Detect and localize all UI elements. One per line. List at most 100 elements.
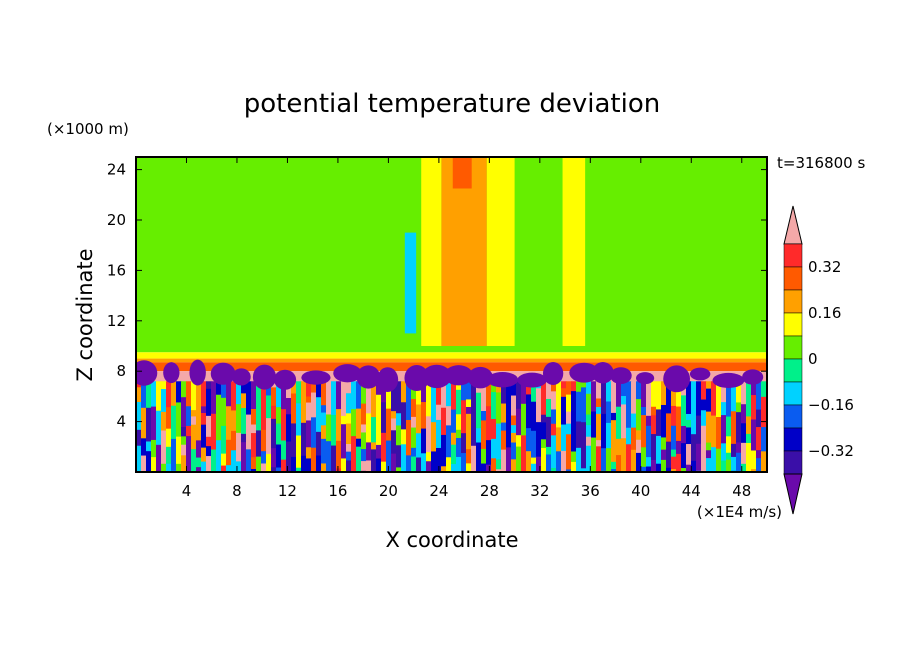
turbulence-cell bbox=[286, 381, 292, 399]
turbulence-cell bbox=[736, 452, 742, 472]
turbulence-cell bbox=[571, 451, 577, 463]
turbulence-cell bbox=[456, 414, 462, 431]
turbulence-cell bbox=[581, 381, 587, 388]
x-tick-label: 16 bbox=[328, 482, 347, 500]
turbulence-cell bbox=[366, 413, 372, 443]
turbulence-cell bbox=[381, 432, 387, 463]
turbulence-cell bbox=[251, 381, 257, 410]
turbulence-cell bbox=[586, 387, 592, 395]
turbulence-cell bbox=[671, 468, 677, 472]
colorbar-segment bbox=[783, 404, 803, 429]
turbulence-cell bbox=[421, 453, 427, 472]
turbulence-cell bbox=[606, 422, 612, 449]
x-axis: 4 8 12 16 20 24 28 32 36 40 44 48 bbox=[182, 157, 751, 500]
turbulence-cell bbox=[216, 427, 222, 441]
turbulence-cell bbox=[736, 442, 742, 454]
turbulence-cell bbox=[731, 411, 737, 445]
turbulence-cell bbox=[471, 406, 477, 413]
turbulence-cell bbox=[336, 440, 342, 469]
turbulence-cell bbox=[411, 416, 417, 429]
turbulence-cell bbox=[451, 464, 457, 472]
turbulence-cell bbox=[551, 423, 557, 436]
turbulence-cell bbox=[581, 468, 587, 472]
turbulence-cell bbox=[171, 438, 177, 472]
turbulence-cell bbox=[336, 381, 342, 410]
turbulence-cell bbox=[361, 432, 367, 450]
y-tick-label: 16 bbox=[107, 261, 126, 279]
turbulence-cell bbox=[511, 442, 517, 460]
turbulence-cell bbox=[166, 407, 172, 430]
turbulence-cell bbox=[341, 458, 347, 472]
turbulence-cell bbox=[336, 468, 342, 472]
turbulence-cell bbox=[676, 440, 682, 455]
turbulence-cell bbox=[256, 394, 262, 431]
turbulence-cell bbox=[681, 425, 687, 444]
turbulence-cell bbox=[556, 427, 562, 446]
turbulence-cell bbox=[161, 411, 167, 432]
y-unit-label: (×1000 m) bbox=[47, 120, 129, 138]
turbulence-cell bbox=[416, 404, 422, 415]
turbulence-cell bbox=[346, 381, 352, 394]
turbulence-cell bbox=[516, 435, 522, 448]
turbulence-cell bbox=[546, 381, 552, 400]
turbulence-cell bbox=[261, 389, 267, 420]
turbulence-cell bbox=[186, 436, 192, 470]
turbulence-cell bbox=[141, 455, 147, 472]
turbulence-cell bbox=[351, 381, 357, 410]
turbulence-cell bbox=[501, 449, 507, 472]
turbulence-cell bbox=[396, 425, 402, 446]
turbulence-cell bbox=[661, 449, 667, 461]
turbulence-cell bbox=[571, 391, 577, 418]
turbulence-cell bbox=[301, 381, 307, 400]
turbulence-cell bbox=[621, 396, 627, 405]
turbulence-cell bbox=[486, 406, 492, 441]
turbulence-cell bbox=[466, 463, 472, 472]
turbulence-cell bbox=[396, 445, 402, 468]
turbulence-cell bbox=[591, 468, 597, 472]
turbulence-cell bbox=[441, 466, 447, 472]
turbulence-cell bbox=[426, 452, 432, 462]
turbulence-cell bbox=[296, 403, 302, 437]
turbulence-cell bbox=[631, 413, 637, 429]
x-tick-label: 44 bbox=[682, 482, 701, 500]
turbulence-cell bbox=[756, 427, 762, 451]
turbulence-cell bbox=[596, 440, 602, 447]
turbulence-cell bbox=[216, 440, 222, 472]
turbulence-cell bbox=[181, 381, 187, 398]
turbulence-cell bbox=[476, 442, 482, 472]
turbulence-cell bbox=[651, 459, 657, 472]
turbulence-cell bbox=[176, 402, 182, 438]
turbulence-cell bbox=[416, 390, 422, 405]
turbulence-cell bbox=[621, 471, 627, 472]
turbulence-cell bbox=[451, 381, 457, 411]
turbulence-cell bbox=[546, 398, 552, 418]
turbulence-cell bbox=[201, 447, 207, 463]
turbulence-cell bbox=[206, 381, 212, 390]
turbulence-cell bbox=[196, 381, 202, 409]
turbulence-cell bbox=[576, 447, 582, 472]
turbulence-cell bbox=[496, 423, 502, 460]
turbulence-cell bbox=[381, 461, 387, 472]
turbulence-cell bbox=[201, 381, 207, 407]
turbulence-cell bbox=[261, 419, 267, 431]
turbulence-cell bbox=[521, 381, 527, 405]
turbulence-cell bbox=[661, 404, 667, 438]
field-region bbox=[585, 157, 660, 346]
turbulence-cell bbox=[251, 433, 257, 458]
inversion-blob bbox=[444, 365, 473, 386]
turbulence-cell bbox=[236, 404, 242, 434]
turbulence-cell bbox=[221, 381, 227, 399]
turbulence-cell bbox=[686, 464, 692, 472]
colorbar-tick-label: 0 bbox=[808, 350, 818, 368]
turbulence-cell bbox=[666, 413, 672, 443]
turbulence-cell bbox=[471, 412, 477, 447]
turbulence-cell bbox=[521, 403, 527, 436]
turbulence-cell bbox=[671, 405, 677, 427]
turbulence-cell bbox=[606, 401, 612, 424]
turbulence-cell bbox=[396, 467, 402, 472]
turbulence-cell bbox=[331, 381, 337, 416]
turbulence-cell bbox=[216, 381, 222, 396]
turbulence-cell bbox=[461, 381, 467, 401]
turbulence-cell bbox=[311, 392, 317, 418]
turbulence-cell bbox=[361, 403, 367, 425]
